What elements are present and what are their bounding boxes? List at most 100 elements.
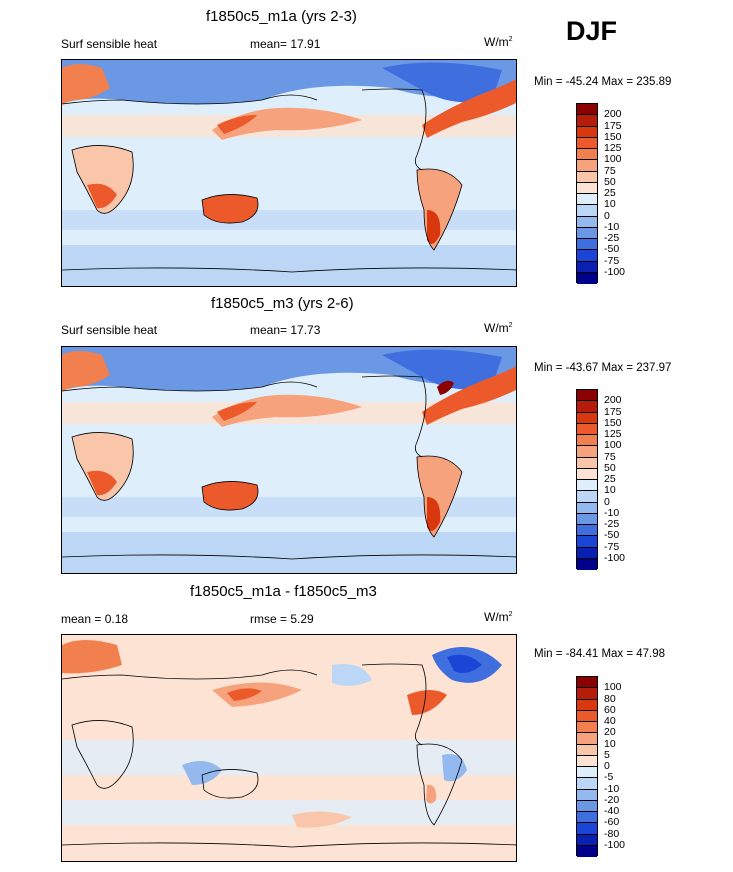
panel-3-rmse-label: rmse = 5.29 xyxy=(250,612,314,626)
panel-1-map xyxy=(61,59,517,287)
colorbar-swatch xyxy=(577,468,597,480)
colorbar-swatch xyxy=(577,160,597,172)
colorbar-tick-label: -60 xyxy=(604,816,620,829)
colorbar-tick-label: -75 xyxy=(604,254,620,267)
panel-3-map xyxy=(61,634,517,862)
colorbar-swatch xyxy=(577,547,597,559)
colorbar-swatch xyxy=(577,513,597,525)
colorbar-swatch xyxy=(577,834,597,846)
colorbar-tick-label: 125 xyxy=(604,428,622,440)
colorbar-tick-label: 10 xyxy=(604,484,616,497)
colorbar-tick-label: 25 xyxy=(604,473,616,485)
colorbar-swatch xyxy=(577,525,597,537)
panel-1-title: f1850c5_m1a (yrs 2-3) xyxy=(206,8,357,25)
colorbar-tick-label: -100 xyxy=(604,551,626,564)
colorbar-swatch xyxy=(577,733,597,745)
colorbar-tick-label: 150 xyxy=(604,416,622,429)
colorbar-tick-label: 125 xyxy=(604,142,622,154)
panel-2-units: W/m2 xyxy=(484,321,513,335)
colorbar-swatch xyxy=(577,480,597,492)
colorbar-tick-label: 0 xyxy=(604,209,610,222)
colorbar-swatch xyxy=(577,149,597,161)
panel-2-colorbar xyxy=(576,389,598,570)
colorbar-swatch xyxy=(577,502,597,514)
colorbar-tick-label: -10 xyxy=(604,220,620,233)
colorbar-tick-label: 200 xyxy=(604,394,622,407)
colorbar-swatch xyxy=(577,205,597,217)
panel-3-minmax: Min = -84.41 Max = 47.98 xyxy=(534,648,666,660)
colorbar-tick-label: -50 xyxy=(604,529,620,542)
panel-3-mean-label: mean = 0.18 xyxy=(61,612,129,626)
colorbar-swatch xyxy=(577,227,597,239)
colorbar-swatch xyxy=(577,194,597,206)
colorbar-swatch xyxy=(577,137,597,149)
colorbar-swatch xyxy=(577,845,597,857)
colorbar-swatch xyxy=(577,182,597,194)
colorbar-tick-label: -25 xyxy=(604,232,620,244)
colorbar-tick-label: 75 xyxy=(604,164,616,177)
panel-3-title: f1850c5_m1a - f1850c5_m3 xyxy=(190,583,377,600)
colorbar-tick-label: 150 xyxy=(604,130,622,143)
colorbar-swatch xyxy=(577,823,597,835)
colorbar-tick-label: 60 xyxy=(604,703,616,716)
colorbar-swatch xyxy=(577,239,597,251)
colorbar-tick-label: 20 xyxy=(604,726,616,739)
colorbar-swatch xyxy=(577,558,597,570)
colorbar-tick-label: 50 xyxy=(604,461,616,474)
panel-3-colorbar xyxy=(576,676,598,857)
colorbar-tick-label: 200 xyxy=(604,108,622,121)
panel-1-variable-label: Surf sensible heat xyxy=(61,37,158,51)
colorbar-tick-label: 100 xyxy=(604,153,622,166)
colorbar-swatch xyxy=(577,699,597,711)
colorbar-swatch xyxy=(577,412,597,424)
colorbar-tick-label: -10 xyxy=(604,782,620,795)
panel-2-map xyxy=(61,346,517,574)
colorbar-tick-label: -25 xyxy=(604,518,620,530)
colorbar-tick-label: 0 xyxy=(604,495,610,508)
colorbar-tick-label: -5 xyxy=(604,771,614,784)
colorbar-swatch xyxy=(577,115,597,127)
panel-1-units: W/m2 xyxy=(484,35,513,49)
colorbar-tick-label: 5 xyxy=(604,748,610,761)
colorbar-tick-label: -20 xyxy=(604,793,620,806)
panel-2-mean-label: mean= 17.73 xyxy=(250,323,321,337)
colorbar-tick-label: -100 xyxy=(604,265,626,278)
colorbar-tick-label: -10 xyxy=(604,506,620,519)
colorbar-swatch xyxy=(577,401,597,413)
colorbar-tick-label: -50 xyxy=(604,243,620,256)
panel-2-variable-label: Surf sensible heat xyxy=(61,323,158,337)
colorbar-swatch xyxy=(577,722,597,734)
colorbar-tick-label: 175 xyxy=(604,405,622,418)
colorbar-tick-label: 10 xyxy=(604,198,616,211)
colorbar-tick-label: 50 xyxy=(604,175,616,188)
colorbar-tick-label: 40 xyxy=(604,715,616,727)
colorbar-swatch xyxy=(577,710,597,722)
colorbar-swatch xyxy=(577,250,597,262)
colorbar-tick-label: 80 xyxy=(604,692,616,705)
colorbar-swatch xyxy=(577,755,597,767)
colorbar-tick-label: -75 xyxy=(604,540,620,553)
colorbar-swatch xyxy=(577,677,597,689)
colorbar-tick-label: 25 xyxy=(604,187,616,199)
colorbar-tick-label: 100 xyxy=(604,681,622,694)
colorbar-tick-label: 100 xyxy=(604,439,622,452)
colorbar-swatch xyxy=(577,536,597,548)
colorbar-swatch xyxy=(577,272,597,284)
colorbar-tick-label: -100 xyxy=(604,838,626,851)
panel-1-mean-label: mean= 17.91 xyxy=(250,37,321,51)
colorbar-tick-label: -80 xyxy=(604,827,620,840)
colorbar-swatch xyxy=(577,435,597,447)
panel-1-minmax: Min = -45.24 Max = 235.89 xyxy=(534,76,672,88)
colorbar-tick-label: 75 xyxy=(604,450,616,463)
colorbar-tick-label: -40 xyxy=(604,805,620,817)
colorbar-swatch xyxy=(577,688,597,700)
colorbar-swatch xyxy=(577,767,597,779)
colorbar-swatch xyxy=(577,457,597,469)
colorbar-swatch xyxy=(577,104,597,116)
panel-2-title: f1850c5_m3 (yrs 2-6) xyxy=(211,295,354,312)
colorbar-swatch xyxy=(577,491,597,503)
colorbar-tick-label: 10 xyxy=(604,737,616,750)
colorbar-tick-label: 175 xyxy=(604,119,622,132)
colorbar-swatch xyxy=(577,216,597,228)
colorbar-swatch xyxy=(577,390,597,402)
